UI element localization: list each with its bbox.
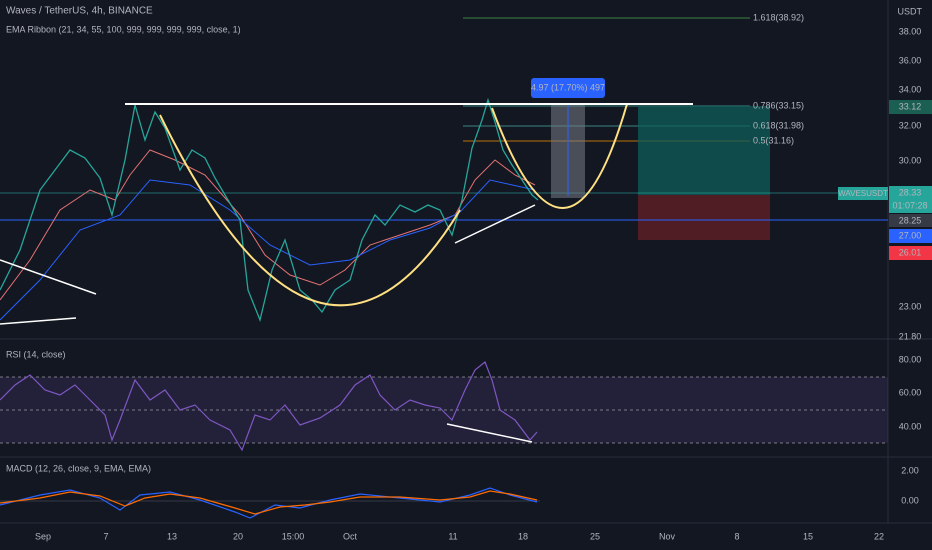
macd-axis-label: 2.00 [901,465,919,475]
trendline [0,317,77,325]
rsi-axis-label: 40.00 [899,421,922,431]
price-axis-label: 34.00 [899,84,922,94]
rsi-axis-label: 80.00 [899,354,922,364]
time-axis-label: 11 [448,531,457,541]
rsi-axis-label: 60.00 [899,387,922,397]
price-tag-label: 26.01 [899,247,922,257]
indicator-label: EMA Ribbon (21, 34, 55, 100, 999, 999, 9… [6,24,241,34]
price-axis-label: 21.80 [899,331,922,341]
measure-box [531,78,605,98]
price-tag [889,246,932,260]
time-axis-label: Sep [35,531,51,541]
time-axis-label: 7 [103,531,108,541]
price-tag-label: 33.12 [899,101,922,111]
divergence-line [446,423,533,443]
time-axis-label: 18 [518,531,528,541]
symbol-tag-label: WAVESUSDT [838,189,888,198]
trendline [454,204,536,244]
price-tag [889,229,932,243]
time-axis-label: 20 [233,531,243,541]
price-axis-label: 36.00 [899,55,922,65]
price-tag [889,100,932,114]
price-axis-label: 32.00 [899,120,922,130]
time-axis-label: Nov [659,531,676,541]
countdown-label: 01:07:28 [892,200,927,210]
trendline [0,259,97,295]
price-path [0,97,539,323]
fib-label: 1.618(38.92) [753,12,804,22]
time-axis-label: 22 [874,531,884,541]
cup-curve [491,103,628,209]
time-axis-label: 8 [734,531,739,541]
fib-label: 0.5(31.16) [753,135,794,145]
time-axis-label: 15 [803,531,813,541]
ema-line [0,179,536,321]
price-tag [889,186,932,213]
fib-label: 0.618(31.98) [753,120,804,130]
rsi-title: RSI (14, close) [6,349,66,359]
price-tag [889,214,932,227]
measure-label: 4.97 (17.70%) 497 [531,82,605,92]
time-axis-label: 15:00 [282,531,305,541]
cup-curve [159,114,461,307]
price-axis-label: 30.00 [899,155,922,165]
ema-line [0,149,536,301]
price-tag-label: 27.00 [899,230,922,240]
time-axis-label: Oct [343,531,358,541]
time-axis-label: 25 [590,531,600,541]
price-axis-label: 23.00 [899,301,922,311]
price-axis-label: 38.00 [899,26,922,36]
target-zone [638,106,770,195]
macd-axis-label: 0.00 [901,495,919,505]
currency-label: USDT [898,6,923,16]
price-tag [838,187,888,200]
chart-title: Waves / TetherUS, 4h, BINANCE [6,6,153,17]
price-tag-label: 28.25 [899,215,922,225]
price-tag-label: 28.33 [899,187,922,197]
signal-line [0,490,538,515]
time-axis-label: 13 [167,531,177,541]
rsi-line [0,361,538,452]
macd-title: MACD (12, 26, close, 9, EMA, EMA) [6,463,151,473]
stop-zone [638,195,770,240]
fib-label: 0.786(33.15) [753,100,804,110]
